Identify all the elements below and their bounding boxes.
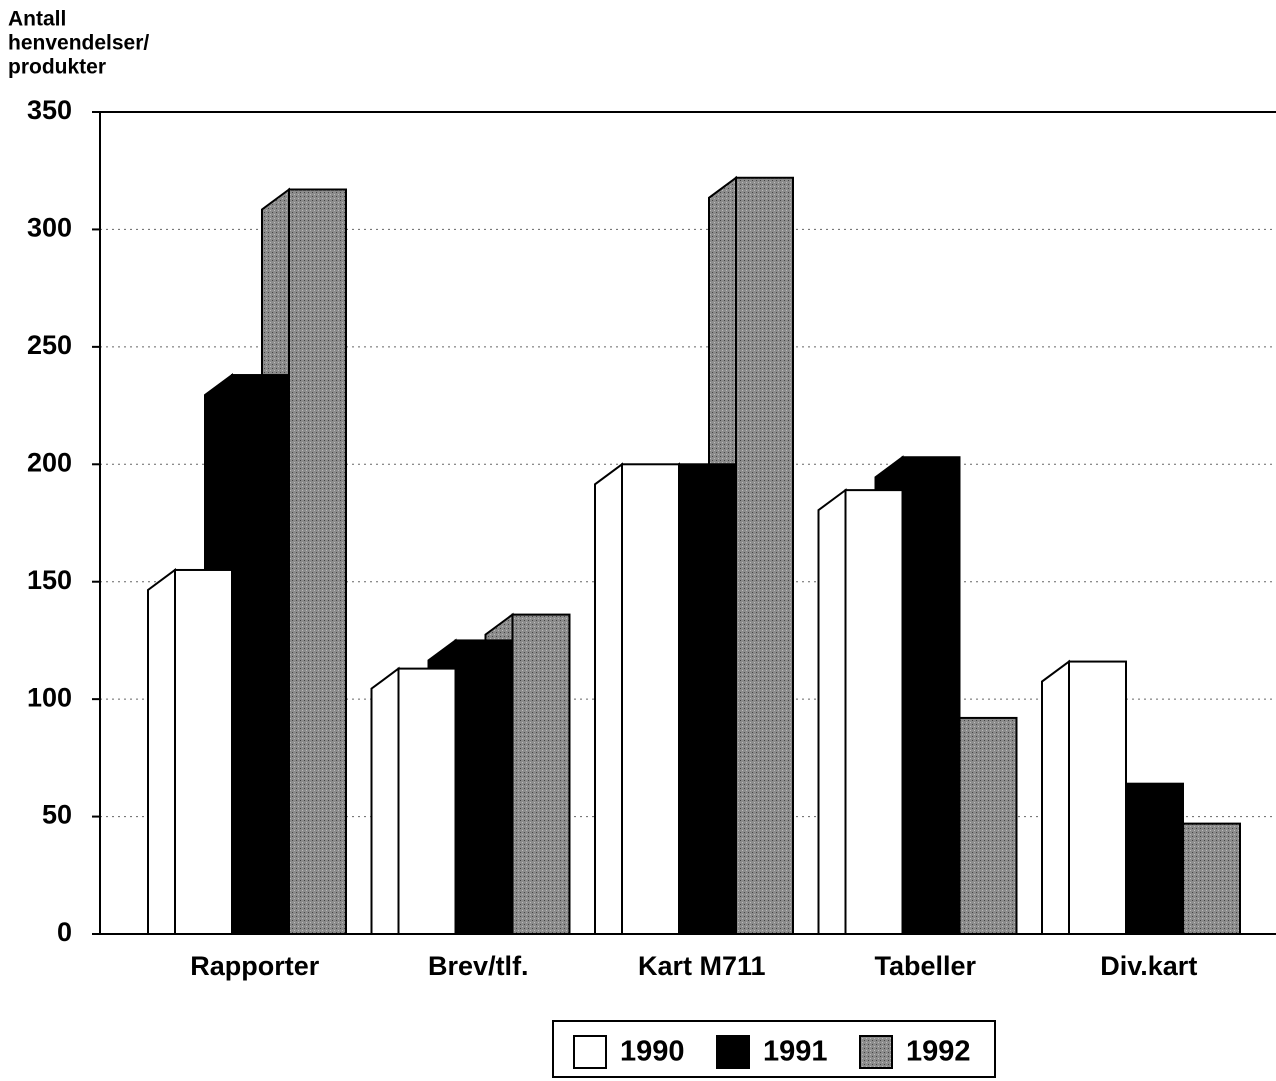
bar [1041, 659, 1127, 936]
y-axis-label: produkter [8, 56, 106, 79]
x-tick-label: Tabeller [875, 951, 977, 981]
legend-swatch [859, 1035, 893, 1069]
bar-front [454, 639, 514, 936]
x-tick-label: Div.kart [1100, 951, 1197, 981]
bar-side [370, 666, 400, 935]
bar-front [1182, 822, 1241, 935]
legend-swatch [716, 1035, 750, 1069]
bar [147, 567, 233, 935]
y-tick-label: 250 [27, 330, 72, 360]
y-tick-label: 100 [27, 682, 72, 712]
bar-front [288, 188, 347, 935]
y-tick-label: 300 [27, 213, 72, 243]
y-tick-label: 50 [42, 800, 72, 830]
bar-front [901, 456, 961, 935]
y-axis-label: henvendelser/ [8, 32, 149, 55]
bar-front [1125, 782, 1184, 935]
y-tick-label: 200 [27, 447, 72, 477]
legend-label: 1990 [620, 1036, 685, 1068]
bar-side [1041, 659, 1070, 935]
bar-front [231, 374, 290, 936]
bar-front [958, 716, 1018, 936]
legend-label: 1991 [763, 1036, 828, 1068]
bar-side [817, 488, 847, 935]
x-tick-label: Kart M711 [638, 951, 766, 981]
bar [594, 462, 680, 935]
bar [370, 666, 457, 936]
legend-box [552, 1020, 996, 1078]
bar-front [844, 489, 904, 935]
bar [817, 488, 904, 935]
x-tick-label: Rapporter [190, 951, 320, 981]
bar-front [621, 463, 680, 935]
bar-front [735, 176, 794, 935]
x-tick-label: Brev/tlf. [428, 951, 529, 981]
bar-side [147, 567, 176, 935]
y-tick-label: 0 [57, 917, 72, 947]
bar-front [678, 463, 737, 935]
legend-swatch [573, 1035, 607, 1069]
bar-side [594, 462, 623, 935]
y-tick-label: 350 [27, 95, 72, 125]
legend-label: 1992 [906, 1036, 971, 1068]
bar-front [511, 613, 571, 935]
bar-front [397, 667, 457, 936]
y-tick-label: 150 [27, 565, 72, 595]
bar-front [174, 568, 233, 935]
bar-front [1068, 660, 1127, 936]
y-axis-label: Antall [8, 8, 66, 31]
